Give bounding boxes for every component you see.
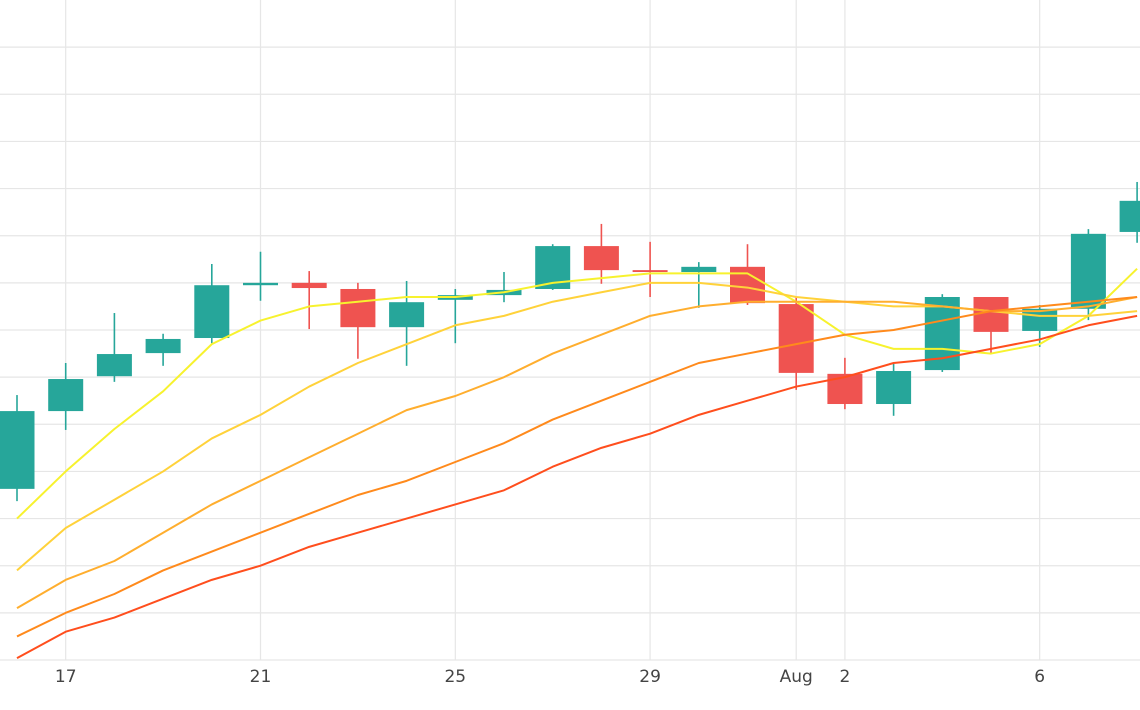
candle-body bbox=[145, 338, 181, 354]
candle-body bbox=[876, 371, 912, 405]
candle-body bbox=[340, 288, 376, 328]
candle-body bbox=[0, 411, 35, 489]
moving-average-line bbox=[16, 296, 1138, 610]
candle-body bbox=[291, 282, 327, 289]
candle-body bbox=[730, 266, 765, 304]
x-tick-label: 29 bbox=[639, 667, 661, 687]
x-tick-label: Aug bbox=[780, 667, 813, 687]
candle-body bbox=[96, 354, 132, 377]
candle-body bbox=[973, 297, 1009, 332]
candle-body bbox=[194, 285, 230, 339]
moving-average-line bbox=[16, 267, 1138, 520]
candle-body bbox=[1070, 233, 1106, 309]
x-tick-label: 6 bbox=[1034, 667, 1045, 687]
candle-body bbox=[389, 302, 425, 328]
candle-body bbox=[243, 282, 278, 286]
x-tick-label: 17 bbox=[55, 667, 77, 687]
moving-average-line bbox=[16, 296, 1138, 638]
x-tick-label: 25 bbox=[444, 667, 466, 687]
moving-average-line bbox=[16, 314, 1138, 659]
candle-body bbox=[583, 246, 619, 271]
candle-body bbox=[632, 270, 668, 273]
candle-body bbox=[1119, 200, 1140, 232]
x-tick-label: 21 bbox=[250, 667, 272, 687]
candle-body bbox=[681, 266, 717, 273]
candle-body bbox=[778, 304, 814, 373]
candle-body bbox=[827, 373, 863, 405]
x-tick-label: 2 bbox=[839, 667, 850, 687]
candle-body bbox=[48, 379, 84, 412]
moving-average-line bbox=[16, 281, 1138, 572]
